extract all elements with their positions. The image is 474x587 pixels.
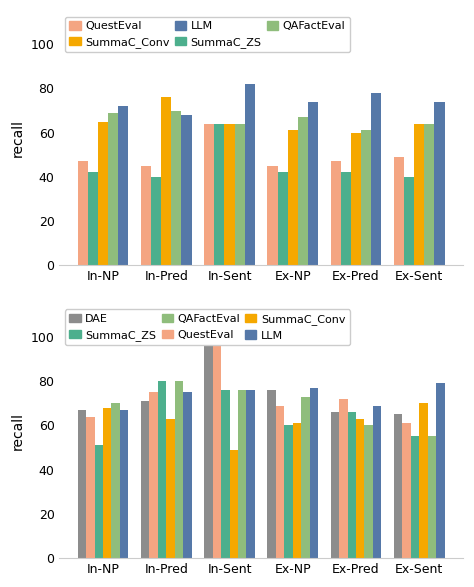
Bar (435, 102, 445, 265)
Bar (214, 124, 225, 265)
Bar (171, 110, 182, 265)
Bar (118, 106, 128, 265)
Bar (331, 161, 341, 265)
Bar (373, 406, 381, 558)
Bar (225, 124, 235, 265)
Bar (182, 115, 191, 265)
Bar (404, 177, 414, 265)
Bar (339, 399, 347, 558)
Bar (149, 392, 158, 558)
Bar (365, 426, 373, 558)
Bar (238, 390, 246, 558)
Bar (103, 408, 111, 558)
Bar (151, 177, 161, 265)
Bar (204, 337, 213, 558)
Bar (308, 102, 318, 265)
Bar (288, 130, 298, 265)
Bar (301, 397, 310, 558)
Bar (213, 337, 221, 558)
Bar (88, 173, 98, 265)
Bar (235, 124, 245, 265)
Bar (166, 419, 175, 558)
Bar (278, 173, 288, 265)
Bar (95, 446, 103, 558)
Bar (411, 437, 419, 558)
Bar (276, 406, 284, 558)
Bar (310, 388, 318, 558)
Bar (175, 381, 183, 558)
Bar (394, 157, 404, 265)
Bar (183, 392, 191, 558)
Bar (394, 414, 402, 558)
Bar (78, 410, 86, 558)
Bar (120, 410, 128, 558)
Bar (402, 423, 411, 558)
Bar (267, 166, 278, 265)
Bar (141, 166, 151, 265)
Legend: QuestEval, SummaC_Conv, LLM, SummaC_ZS, QAFactEval: QuestEval, SummaC_Conv, LLM, SummaC_ZS, … (65, 16, 350, 52)
Bar (414, 124, 424, 265)
Bar (424, 124, 435, 265)
Bar (419, 403, 428, 558)
Bar (98, 122, 108, 265)
Legend: DAE, SummaC_ZS, QAFactEval, QuestEval, SummaC_Conv, LLM: DAE, SummaC_ZS, QAFactEval, QuestEval, S… (65, 309, 350, 345)
Bar (221, 390, 229, 558)
Bar (361, 130, 371, 265)
Bar (141, 401, 149, 558)
Bar (158, 381, 166, 558)
Bar (293, 423, 301, 558)
Bar (267, 390, 276, 558)
Bar (204, 124, 214, 265)
Bar (245, 84, 255, 265)
Bar (436, 383, 445, 558)
Y-axis label: recall: recall (11, 119, 25, 157)
Bar (111, 403, 120, 558)
Bar (284, 426, 293, 558)
Bar (246, 390, 255, 558)
Bar (428, 437, 436, 558)
Bar (331, 412, 339, 558)
Bar (371, 93, 381, 265)
Y-axis label: recall: recall (11, 412, 25, 450)
Bar (351, 133, 361, 265)
Bar (298, 117, 308, 265)
Bar (161, 97, 171, 265)
Bar (347, 412, 356, 558)
Bar (229, 450, 238, 558)
Bar (341, 173, 351, 265)
Bar (86, 417, 95, 558)
Bar (78, 161, 88, 265)
Bar (356, 419, 365, 558)
Bar (108, 113, 118, 265)
